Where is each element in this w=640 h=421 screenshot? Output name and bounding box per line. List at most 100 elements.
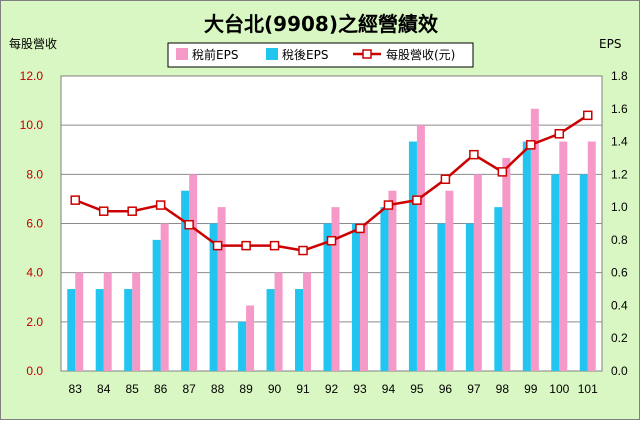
right-tick-label: 0.2 (611, 331, 628, 345)
bar-pretax-eps (303, 272, 312, 371)
x-tick-label: 85 (126, 382, 140, 396)
bar-pretax-eps (587, 141, 596, 371)
left-tick-label: 8.0 (26, 167, 43, 181)
x-tick-label: 86 (154, 382, 168, 396)
revenue-point (554, 129, 565, 139)
x-tick-label: 98 (496, 382, 510, 396)
x-tick-label: 96 (439, 382, 453, 396)
x-tick-label: 99 (524, 382, 538, 396)
bar-aftertax-eps (238, 321, 247, 371)
right-tick-label: 1.4 (611, 135, 628, 149)
bar-pretax-eps (530, 108, 539, 372)
bars (67, 108, 596, 372)
x-tick-label: 95 (410, 382, 424, 396)
right-tick-label: 1.6 (611, 102, 628, 116)
right-tick-label: 0.4 (611, 298, 628, 312)
bar-pretax-eps (189, 174, 198, 371)
revenue-point (70, 195, 80, 205)
bar-pretax-eps (103, 272, 112, 371)
legend-label-pretax: 稅前EPS (192, 47, 238, 62)
revenue-point (583, 110, 593, 121)
legend-label-aftertax: 稅後EPS (282, 48, 328, 62)
bar-aftertax-eps (181, 190, 190, 371)
revenue-point (412, 195, 422, 205)
bar-aftertax-eps (67, 289, 76, 371)
bar-aftertax-eps (95, 289, 104, 371)
bar-aftertax-eps (551, 174, 560, 371)
legend-swatch-pretax (176, 48, 188, 60)
bar-aftertax-eps (579, 174, 588, 371)
bar-aftertax-eps (437, 223, 446, 371)
x-tick-label: 87 (182, 382, 196, 396)
x-tick-label: 89 (239, 382, 253, 396)
bar-aftertax-eps (351, 223, 360, 371)
bar-aftertax-eps (124, 289, 133, 371)
legend-swatch-aftertax (266, 48, 278, 60)
x-tick-label: 90 (268, 382, 282, 396)
bar-pretax-eps (132, 272, 141, 371)
bar-aftertax-eps (408, 141, 417, 371)
x-tick-label: 100 (549, 382, 569, 396)
bar-pretax-eps (416, 125, 425, 372)
revenue-point (269, 240, 280, 251)
x-tick-label: 91 (296, 382, 310, 396)
x-tick-label: 83 (69, 382, 83, 396)
right-tick-label: 0.6 (611, 266, 628, 280)
right-tick-label: 1.2 (611, 167, 628, 181)
revenue-point (355, 223, 365, 234)
right-tick-label: 0.8 (611, 233, 628, 247)
bar-pretax-eps (359, 223, 368, 371)
bar-aftertax-eps (380, 207, 389, 371)
bar-pretax-eps (246, 305, 255, 371)
tick-labels: 0.0 2.0 4.0 6.0 8.0 10.0 12.0 0.0 0.2 0.4 0.6 0.8 1.… (20, 69, 628, 396)
right-axis-title: EPS (599, 37, 621, 51)
revenue-point (469, 149, 479, 160)
bar-aftertax-eps (209, 223, 218, 371)
right-tick-label: 1.8 (611, 69, 628, 83)
revenue-point (497, 167, 508, 177)
revenue-point (212, 240, 223, 251)
bar-aftertax-eps (152, 239, 161, 371)
left-axis-title: 每股營收 (9, 36, 57, 51)
bar-pretax-eps (445, 190, 454, 371)
bar-pretax-eps (274, 272, 283, 371)
bar-aftertax-eps (295, 289, 304, 371)
legend: 稅前EPS 稅後EPS 每股營收(元) (167, 42, 474, 68)
bar-pretax-eps (473, 174, 482, 371)
revenue-point (155, 200, 166, 210)
bar-aftertax-eps (522, 141, 531, 371)
bar-pretax-eps (217, 207, 226, 371)
legend-box (167, 42, 474, 68)
chart-title: 大台北(9908)之經營績效 (204, 12, 438, 36)
x-tick-label: 97 (467, 382, 481, 396)
bar-aftertax-eps (494, 207, 503, 371)
legend-marker-revenue (362, 49, 372, 59)
bar-pretax-eps (559, 141, 568, 371)
left-tick-label: 2.0 (26, 315, 43, 329)
x-tick-label: 101 (578, 382, 598, 396)
left-tick-label: 12.0 (20, 69, 44, 83)
x-tick-label: 92 (325, 382, 339, 396)
revenue-point (526, 140, 536, 150)
left-tick-label: 4.0 (26, 266, 43, 280)
right-tick-label: 0.0 (611, 364, 628, 378)
revenue-point (440, 174, 451, 184)
revenue-point (326, 235, 337, 246)
revenue-point (241, 240, 251, 251)
left-tick-label: 6.0 (26, 217, 43, 231)
bar-aftertax-eps (465, 223, 474, 371)
revenue-point (98, 206, 109, 216)
bar-aftertax-eps (266, 289, 275, 371)
bar-pretax-eps (331, 207, 340, 371)
x-tick-label: 88 (211, 382, 225, 396)
bar-pretax-eps (75, 272, 84, 371)
bar-pretax-eps (502, 157, 511, 371)
revenue-point (184, 219, 194, 230)
revenue-point (383, 200, 394, 210)
revenue-line (70, 110, 593, 256)
revenue-point (127, 206, 137, 216)
left-tick-label: 10.0 (20, 118, 44, 132)
legend-label-revenue: 每股營收(元) (386, 47, 455, 62)
revenue-point (298, 245, 308, 256)
